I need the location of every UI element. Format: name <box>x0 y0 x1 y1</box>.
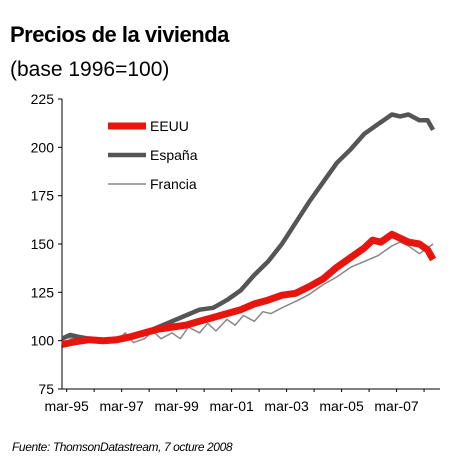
x-tick-label: mar-03 <box>264 398 309 414</box>
chart-axes: 75 100 125 150 175 200 225 mar-95 mar-97 mar-99 ma… <box>31 91 440 414</box>
chart-legend: EEUU España Francia <box>108 118 198 192</box>
y-tick-label: 100 <box>31 333 55 349</box>
x-tick-label: mar-95 <box>44 398 89 414</box>
chart-source: Fuente: ThomsonDatastream, 7 octure 2008 <box>12 440 233 454</box>
x-tick-label: mar-05 <box>319 398 364 414</box>
chart-title: Precios de la vivienda <box>10 22 229 47</box>
legend-label: España <box>150 147 198 163</box>
x-tick-label: mar-97 <box>99 398 144 414</box>
y-tick-label: 225 <box>31 91 55 107</box>
legend-label: Francia <box>150 176 197 192</box>
x-tick-label: mar-07 <box>374 398 419 414</box>
chart-series <box>61 112 437 348</box>
y-tick-label: 150 <box>31 236 55 252</box>
x-tick-label: mar-99 <box>154 398 199 414</box>
legend-label: EEUU <box>150 118 189 134</box>
x-tick-label: mar-01 <box>209 398 254 414</box>
chart-subtitle: (base 1996=100) <box>10 58 170 81</box>
y-tick-label: 125 <box>31 284 55 300</box>
series-line-francia <box>61 241 434 344</box>
y-tick-label: 175 <box>31 188 55 204</box>
series-line-eeuu <box>61 230 437 348</box>
y-tick-label: 75 <box>38 381 54 397</box>
y-tick-label: 200 <box>31 139 55 155</box>
